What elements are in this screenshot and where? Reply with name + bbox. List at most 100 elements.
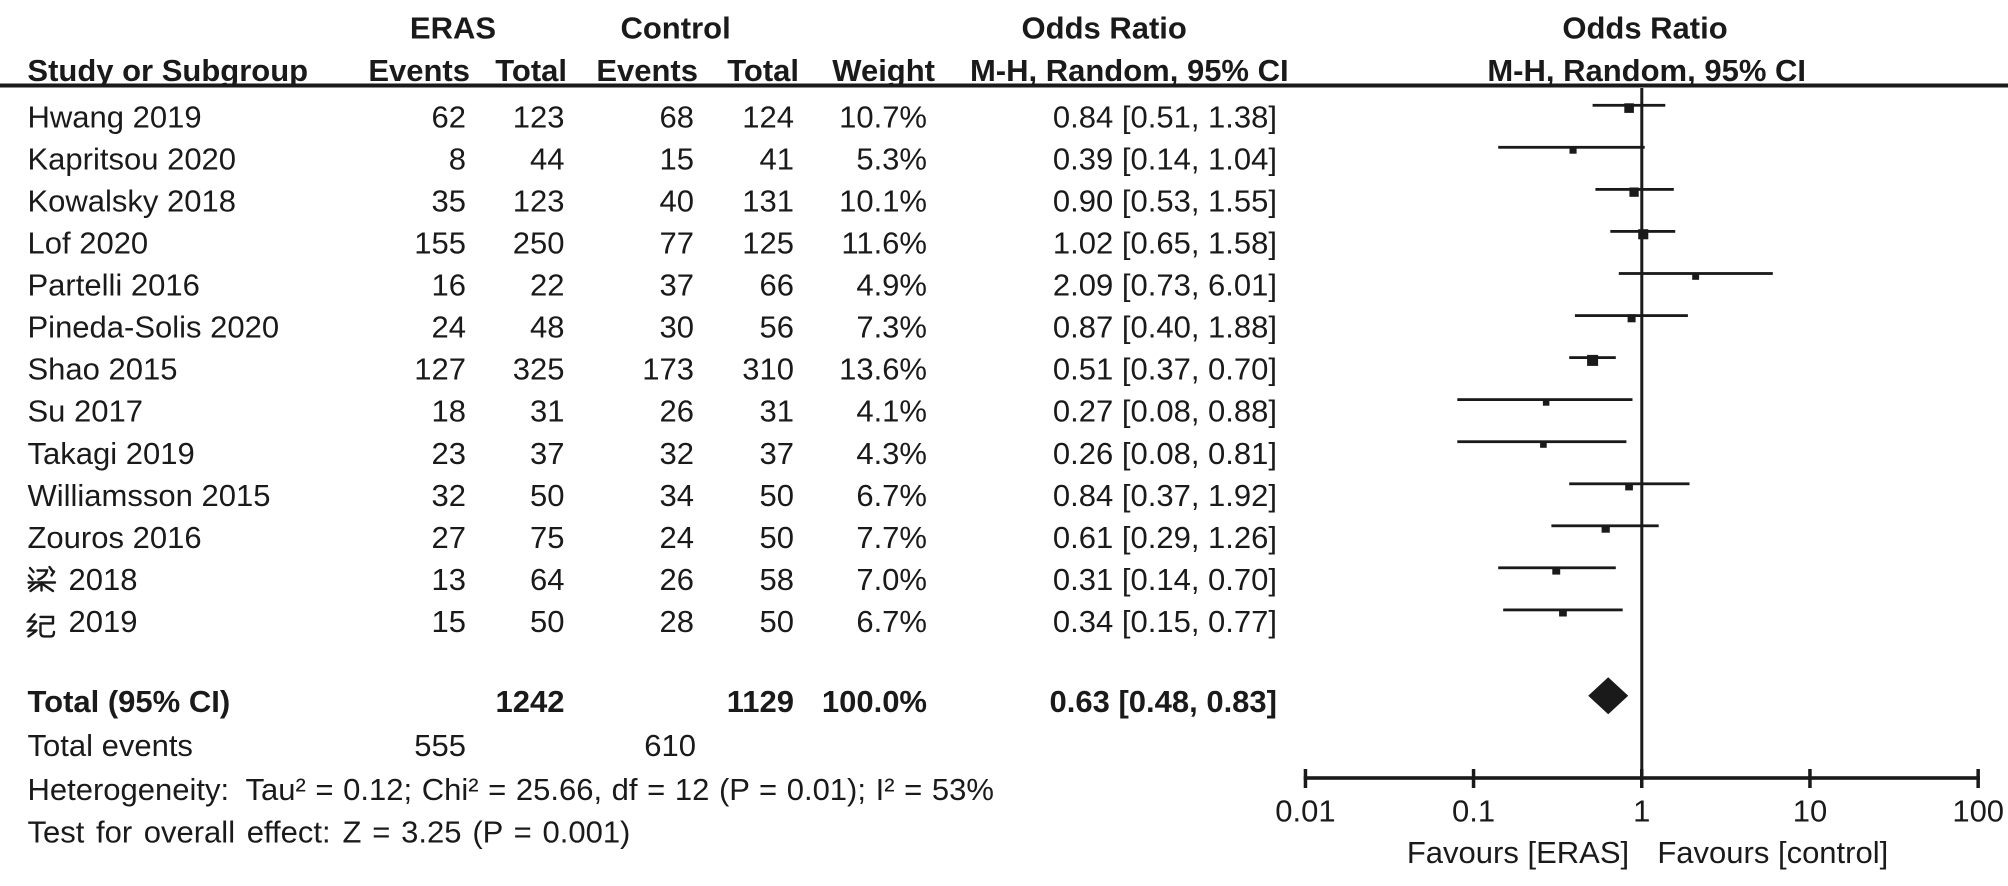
- svg-text:Partelli 2016: Partelli 2016: [28, 268, 200, 303]
- svg-text:2018: 2018: [69, 562, 138, 597]
- svg-text:0.87 [0.40, 1.88]: 0.87 [0.40, 1.88]: [1053, 310, 1277, 345]
- svg-text:13.6%: 13.6%: [839, 352, 927, 387]
- svg-text:0.90 [0.53, 1.55]: 0.90 [0.53, 1.55]: [1053, 183, 1277, 218]
- svg-text:7.7%: 7.7%: [856, 520, 927, 555]
- svg-text:Odds Ratio: Odds Ratio: [1562, 11, 1727, 46]
- svg-text:100.0%: 100.0%: [822, 684, 927, 719]
- svg-text:8: 8: [449, 141, 466, 176]
- svg-text:34: 34: [660, 478, 694, 513]
- svg-text:Heterogeneity:: Heterogeneity:: [28, 772, 230, 807]
- svg-text:62: 62: [432, 99, 466, 134]
- svg-text:10.1%: 10.1%: [839, 183, 927, 218]
- svg-text:0.84 [0.37, 1.92]: 0.84 [0.37, 1.92]: [1053, 478, 1277, 513]
- svg-text:Total: Total: [495, 53, 567, 88]
- svg-text:11.6%: 11.6%: [841, 226, 927, 261]
- svg-text:44: 44: [530, 141, 564, 176]
- svg-text:125: 125: [742, 226, 794, 261]
- svg-text:40: 40: [660, 183, 694, 218]
- svg-text:0.01: 0.01: [1275, 794, 1335, 829]
- svg-text:26: 26: [660, 394, 694, 429]
- svg-text:35: 35: [432, 183, 466, 218]
- svg-text:56: 56: [760, 310, 794, 345]
- svg-text:7.0%: 7.0%: [856, 562, 927, 597]
- svg-text:37: 37: [530, 436, 564, 471]
- svg-text:555: 555: [414, 728, 466, 763]
- svg-text:50: 50: [760, 520, 794, 555]
- svg-text:5.3%: 5.3%: [856, 141, 927, 176]
- svg-text:24: 24: [432, 310, 466, 345]
- svg-text:32: 32: [432, 478, 466, 513]
- svg-text:50: 50: [530, 604, 564, 639]
- svg-text:250: 250: [513, 226, 565, 261]
- svg-text:4.3%: 4.3%: [856, 436, 927, 471]
- svg-text:68: 68: [660, 99, 694, 134]
- svg-text:0.27 [0.08, 0.88]: 0.27 [0.08, 0.88]: [1053, 394, 1277, 429]
- svg-text:Kapritsou 2020: Kapritsou 2020: [28, 141, 237, 176]
- svg-text:Control: Control: [620, 11, 730, 46]
- svg-text:10: 10: [1793, 794, 1827, 829]
- svg-text:Total (95% CI): Total (95% CI): [28, 684, 231, 719]
- svg-text:37: 37: [660, 268, 694, 303]
- svg-text:124: 124: [742, 99, 794, 134]
- svg-text:M-H, Random, 95% CI: M-H, Random, 95% CI: [1487, 53, 1806, 88]
- svg-text:Su 2017: Su 2017: [28, 394, 144, 429]
- svg-text:31: 31: [530, 394, 564, 429]
- svg-text:77: 77: [660, 226, 694, 261]
- svg-text:24: 24: [660, 520, 694, 555]
- svg-text:50: 50: [760, 604, 794, 639]
- svg-text:Events: Events: [368, 53, 470, 88]
- svg-text:Williamsson 2015: Williamsson 2015: [28, 478, 271, 513]
- svg-text:M-H, Random, 95% CI: M-H, Random, 95% CI: [970, 53, 1289, 88]
- svg-text:31: 31: [760, 394, 794, 429]
- svg-text:22: 22: [530, 268, 564, 303]
- svg-text:127: 127: [414, 352, 466, 387]
- svg-text:Zouros 2016: Zouros 2016: [28, 520, 202, 555]
- svg-text:Favours [control]: Favours [control]: [1657, 835, 1888, 870]
- svg-text:41: 41: [760, 141, 794, 176]
- svg-text:0.84 [0.51, 1.38]: 0.84 [0.51, 1.38]: [1053, 99, 1277, 134]
- svg-text:123: 123: [513, 99, 565, 134]
- svg-text:13: 13: [432, 562, 466, 597]
- svg-text:Total: Total: [727, 53, 799, 88]
- svg-text:0.39 [0.14, 1.04]: 0.39 [0.14, 1.04]: [1053, 141, 1277, 176]
- svg-text:26: 26: [660, 562, 694, 597]
- svg-text:0.31 [0.14, 0.70]: 0.31 [0.14, 0.70]: [1053, 562, 1277, 597]
- svg-text:Favours [ERAS]: Favours [ERAS]: [1407, 835, 1629, 870]
- svg-text:50: 50: [530, 478, 564, 513]
- svg-text:37: 37: [760, 436, 794, 471]
- svg-text:Hwang 2019: Hwang 2019: [28, 99, 202, 134]
- svg-text:131: 131: [742, 183, 794, 218]
- svg-text:32: 32: [660, 436, 694, 471]
- svg-text:4.1%: 4.1%: [856, 394, 927, 429]
- svg-text:50: 50: [760, 478, 794, 513]
- svg-text:18: 18: [432, 394, 466, 429]
- svg-text:6.7%: 6.7%: [856, 604, 927, 639]
- svg-text:58: 58: [760, 562, 794, 597]
- svg-text:23: 23: [432, 436, 466, 471]
- svg-text:64: 64: [530, 562, 564, 597]
- svg-text:Tau² = 0.12; Chi² = 25.66, df: Tau² = 0.12; Chi² = 25.66, df = 12 (P = …: [246, 772, 994, 807]
- svg-text:10.7%: 10.7%: [839, 99, 927, 134]
- svg-text:48: 48: [530, 310, 564, 345]
- svg-text:30: 30: [660, 310, 694, 345]
- svg-text:15: 15: [432, 604, 466, 639]
- svg-text:Test for overall effect:: Test for overall effect:: [28, 815, 331, 850]
- svg-text:2.09 [0.73, 6.01]: 2.09 [0.73, 6.01]: [1053, 268, 1277, 303]
- svg-text:1242: 1242: [496, 684, 565, 719]
- svg-text:Weight: Weight: [832, 53, 935, 88]
- svg-text:16: 16: [432, 268, 466, 303]
- svg-text:6.7%: 6.7%: [856, 478, 927, 513]
- svg-text:75: 75: [530, 520, 564, 555]
- svg-text:173: 173: [642, 352, 694, 387]
- svg-text:Shao 2015: Shao 2015: [28, 352, 178, 387]
- svg-text:ERAS: ERAS: [410, 11, 496, 46]
- svg-text:4.9%: 4.9%: [856, 268, 927, 303]
- svg-text:100: 100: [1952, 794, 2004, 829]
- svg-text:123: 123: [513, 183, 565, 218]
- svg-text:7.3%: 7.3%: [856, 310, 927, 345]
- svg-text:Total events: Total events: [28, 728, 193, 763]
- svg-text:Lof 2020: Lof 2020: [28, 226, 149, 261]
- svg-text:28: 28: [660, 604, 694, 639]
- svg-text:1129: 1129: [727, 684, 794, 719]
- svg-text:Study or Subgroup: Study or Subgroup: [27, 53, 308, 88]
